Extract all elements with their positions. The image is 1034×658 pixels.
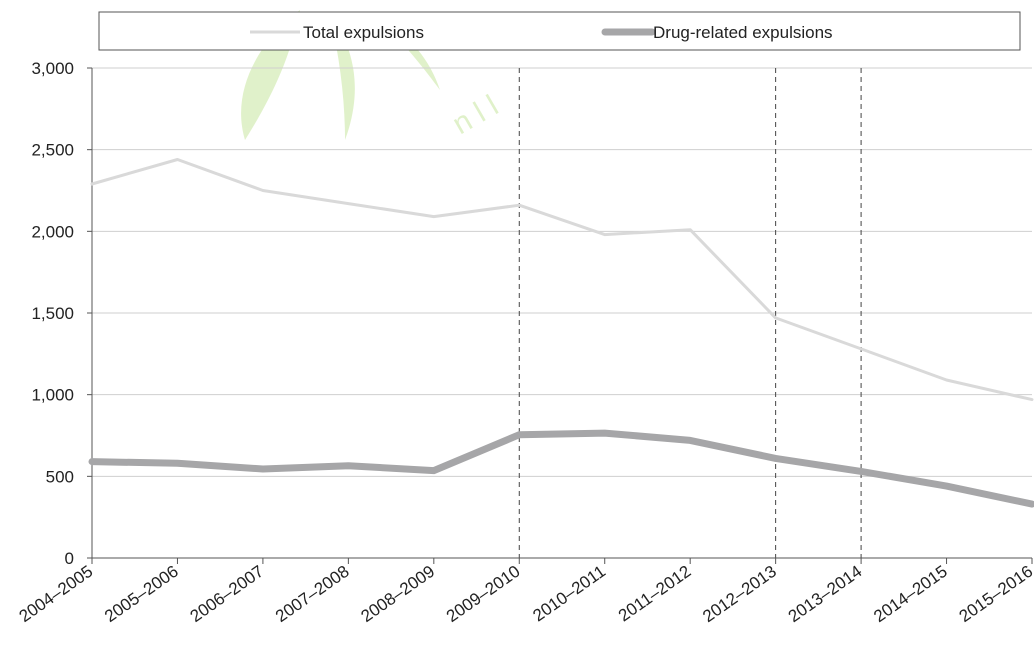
x-tick-label: 2007–2008: [272, 562, 353, 626]
x-axis-ticks: 2004–2005 2005–2006 2006–2007 2007–2008 2008…: [16, 558, 1034, 626]
x-tick-label: 2004–2005: [16, 562, 97, 626]
x-tick-label: 2011–2012: [615, 562, 695, 626]
legend-box: [98, 11, 1021, 51]
data-point: [347, 465, 349, 467]
data-point: [860, 470, 862, 472]
x-tick-label: 2009–2010: [443, 562, 524, 626]
data-point: [433, 470, 435, 472]
x-tick-label: 2005–2006: [101, 562, 182, 626]
data-point: [91, 461, 93, 463]
data-point: [347, 203, 349, 205]
data-point: [262, 468, 264, 470]
series-layer: [88, 158, 1034, 508]
data-point: [860, 348, 862, 350]
y-tick-label: 500: [46, 467, 74, 486]
legend-label-drug: Drug-related expulsions: [653, 23, 833, 42]
data-point: [689, 229, 691, 231]
legend-label-total: Total expulsions: [303, 23, 424, 42]
data-point: [775, 317, 777, 319]
y-tick-label: 1,500: [31, 304, 74, 323]
svg-text:n l l: n l l: [447, 89, 504, 141]
y-tick-label: 0: [65, 549, 74, 568]
x-tick-label: 2008–2009: [358, 562, 439, 626]
y-tick-label: 3,000: [31, 59, 74, 78]
x-tick-label: 2012–2013: [699, 562, 780, 626]
series-total-expulsions-line: [90, 158, 1034, 402]
series-drug-related-expulsions-line: [88, 429, 1034, 508]
data-point: [262, 190, 264, 191]
x-tick-label: 2013–2014: [785, 562, 866, 626]
x-tick-label: 2010–2011: [529, 562, 609, 626]
x-tick-label: 2015–2016: [956, 562, 1034, 626]
y-tick-label: 2,000: [31, 222, 74, 241]
data-point: [91, 183, 93, 185]
x-tick-label: 2006–2007: [187, 562, 268, 626]
x-tick-label: 2014–2015: [870, 562, 951, 626]
data-point: [518, 204, 520, 206]
reference-lines: [518, 68, 862, 558]
data-point: [176, 158, 178, 160]
y-axis-ticks: 0 500 1,000 1,500 2,000 2,500 3,000: [31, 59, 92, 568]
data-point: [775, 457, 777, 459]
data-point: [1031, 399, 1033, 401]
y-tick-label: 1,000: [31, 386, 74, 405]
data-point: [518, 434, 520, 436]
data-point: [946, 379, 948, 381]
data-point: [433, 216, 435, 218]
y-tick-label: 2,500: [31, 141, 74, 160]
gridlines: [92, 67, 1032, 477]
data-point: [689, 439, 691, 441]
data-point: [1031, 503, 1033, 505]
data-point: [946, 485, 948, 487]
data-point: [176, 462, 178, 464]
data-point: [604, 432, 606, 434]
data-point: [604, 234, 606, 236]
legend: Total expulsions Drug-related expulsions: [98, 11, 1021, 51]
